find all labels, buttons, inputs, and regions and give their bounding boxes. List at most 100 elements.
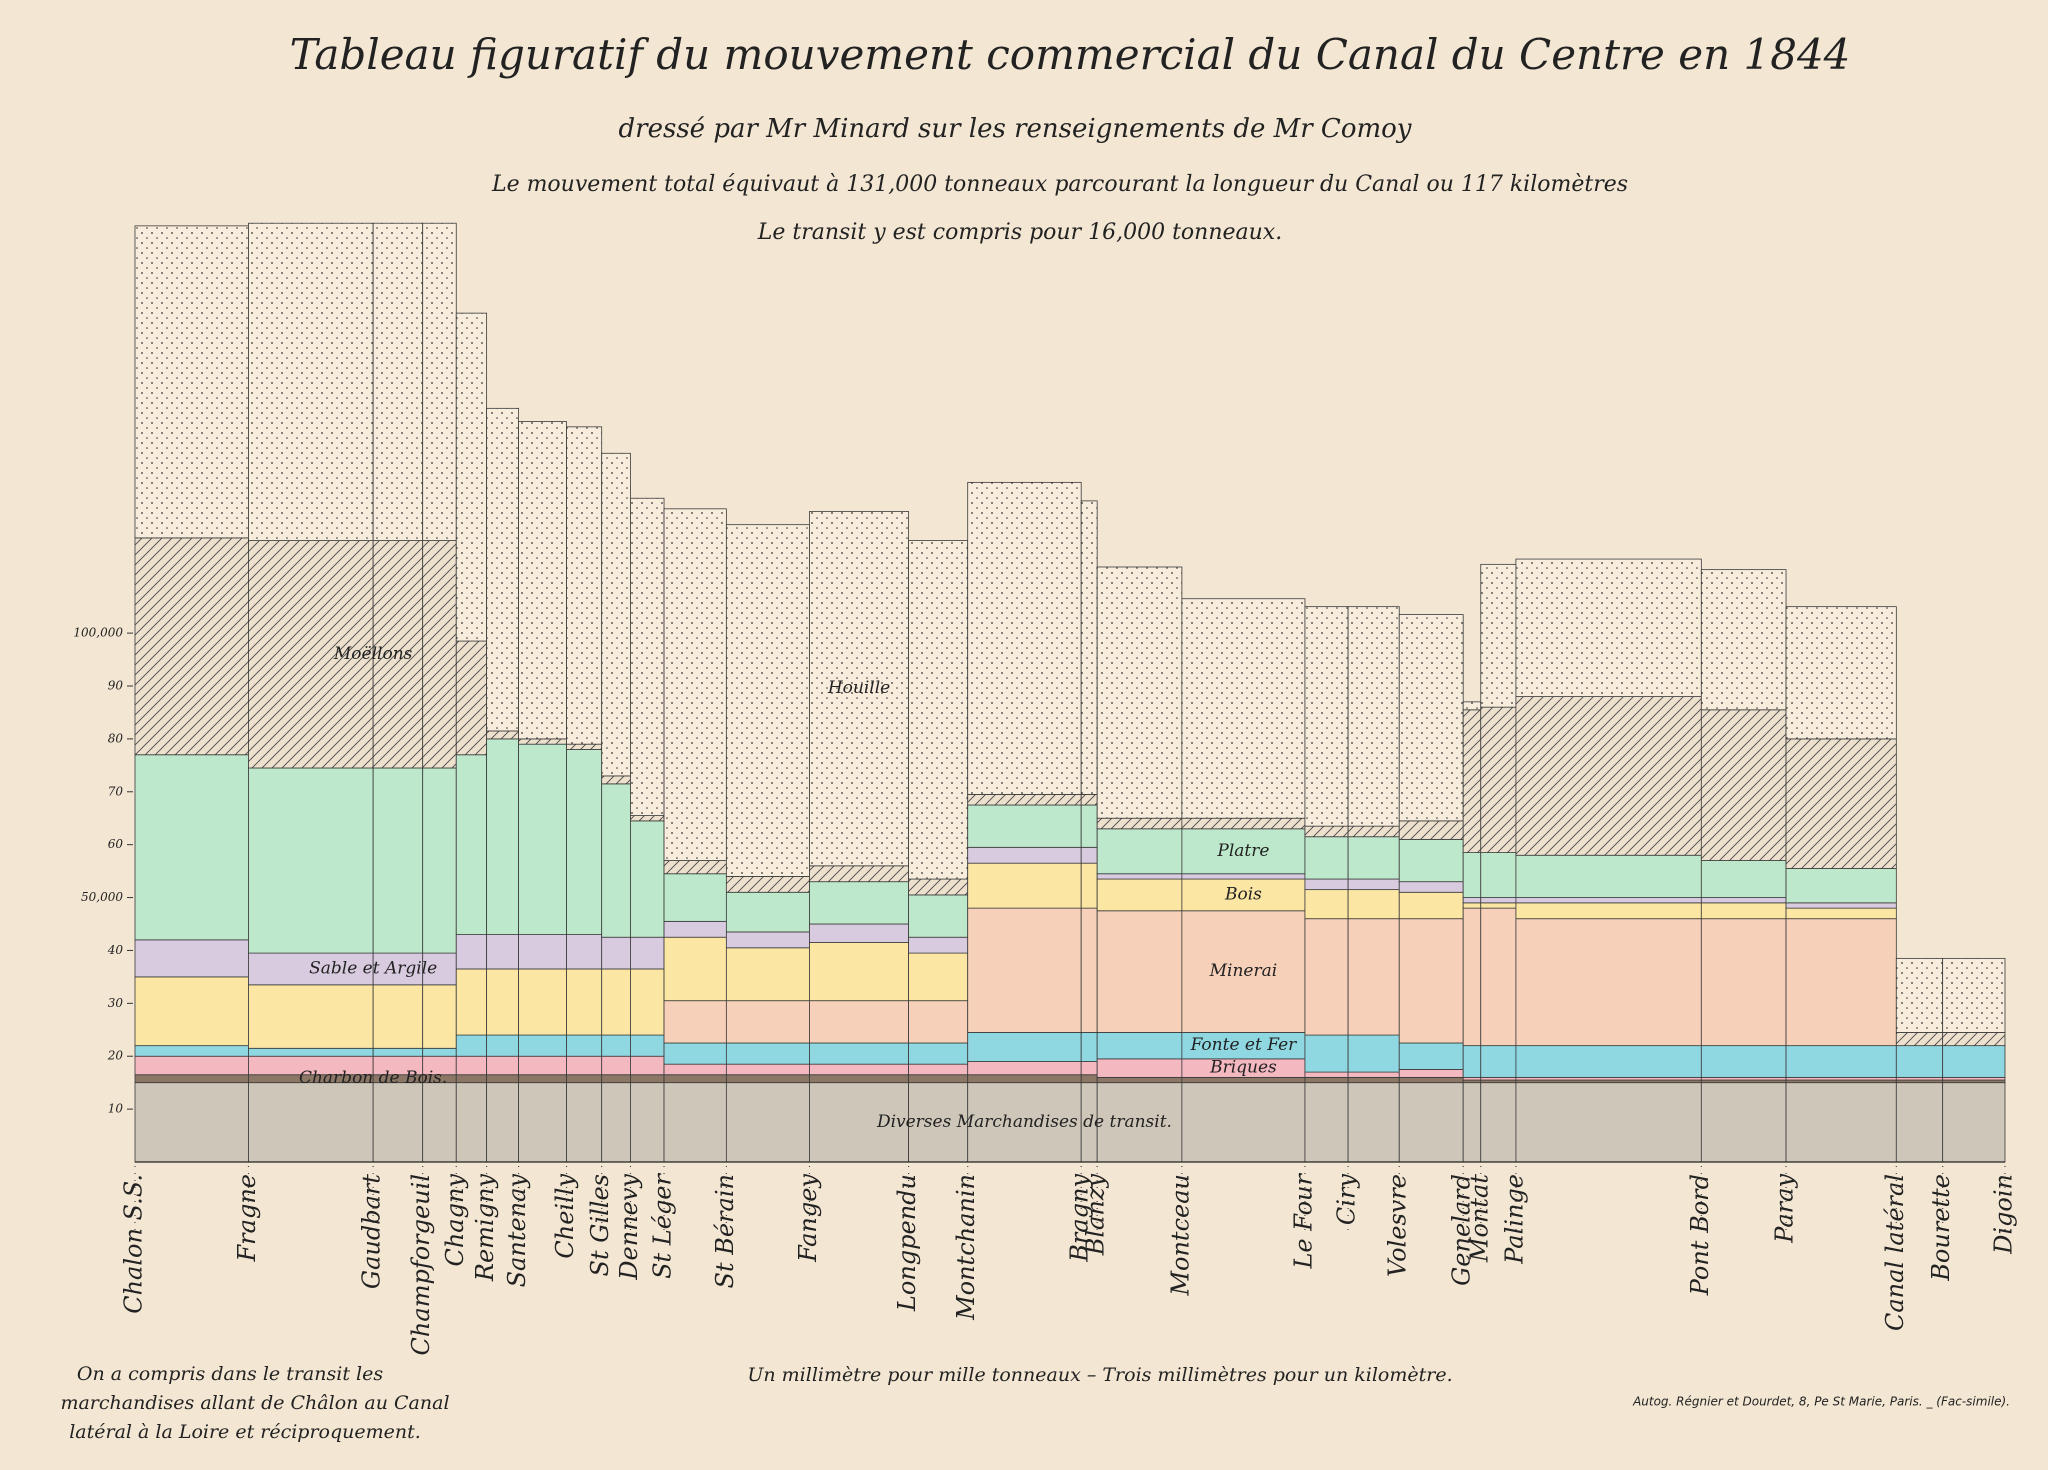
segment <box>1096 910 1183 1033</box>
segment <box>1895 1045 1944 1078</box>
segment <box>1462 852 1482 898</box>
segment <box>1398 838 1464 883</box>
segment <box>725 931 810 949</box>
segment <box>248 767 374 954</box>
segment <box>455 754 488 935</box>
segment <box>630 968 665 1036</box>
segment <box>1700 1082 1787 1163</box>
segment <box>1304 918 1349 1036</box>
segment <box>1181 1032 1306 1060</box>
series-label: Bois <box>1224 884 1262 904</box>
segment <box>566 749 603 935</box>
segment <box>1785 738 1897 869</box>
segment <box>372 1082 424 1163</box>
segment <box>1785 606 1897 740</box>
segment <box>422 984 457 1049</box>
segment <box>967 846 1082 864</box>
segment <box>1700 569 1787 711</box>
segment <box>601 1082 631 1163</box>
note: latéral à la Loire et réciproquement. <box>69 1421 421 1443</box>
segment <box>1398 918 1464 1044</box>
station-label: Blanzy <box>1082 1174 1110 1257</box>
series-label: Platre <box>1216 841 1269 861</box>
segment <box>1480 1082 1517 1163</box>
station-label: Chagny <box>441 1174 469 1267</box>
segment <box>663 1074 727 1084</box>
segment <box>908 894 969 938</box>
segment <box>566 743 603 750</box>
segment <box>725 1000 810 1044</box>
segment <box>566 968 603 1036</box>
segment <box>1304 878 1349 891</box>
segment <box>518 743 567 935</box>
segment <box>518 1055 567 1076</box>
station-label: Montchanin <box>952 1174 980 1321</box>
segment <box>725 524 810 877</box>
segment <box>1080 1061 1098 1076</box>
segment <box>1515 1045 1702 1078</box>
segment <box>566 1034 603 1057</box>
station-label: Digoin <box>1990 1174 2018 1255</box>
segment <box>1304 825 1349 838</box>
segment <box>1347 1034 1400 1073</box>
segment <box>1515 558 1702 697</box>
segment <box>1480 1045 1517 1078</box>
segment <box>566 1055 603 1076</box>
station-label: Chalon S.S. <box>120 1174 148 1314</box>
segment <box>1347 889 1400 920</box>
segment <box>518 1082 567 1163</box>
segment <box>518 968 567 1036</box>
segment <box>908 1063 969 1076</box>
segment <box>809 1000 909 1044</box>
segment <box>967 907 1082 1033</box>
segment <box>1700 860 1787 898</box>
segment <box>1304 1082 1349 1163</box>
segment <box>566 934 603 970</box>
series-label: Diverses Marchandises de transit. <box>876 1112 1172 1132</box>
annotation: Le mouvement total équivaut à 131,000 to… <box>491 172 1628 197</box>
segment <box>566 1082 603 1163</box>
station-label: Pont Bord <box>1686 1174 1714 1296</box>
segment <box>372 222 424 541</box>
segment <box>1304 1071 1349 1078</box>
segment <box>518 1034 567 1057</box>
segment <box>1515 897 1702 904</box>
segment <box>1398 614 1464 822</box>
segment <box>372 1047 424 1057</box>
segment <box>725 891 810 933</box>
segment <box>1080 804 1098 848</box>
segment <box>1181 873 1306 880</box>
segment <box>455 1082 488 1163</box>
segment <box>1096 878 1183 912</box>
segment <box>1700 902 1787 920</box>
segment <box>1942 1032 2006 1047</box>
segment <box>630 1082 665 1163</box>
segment <box>455 1055 488 1076</box>
segment <box>422 222 457 541</box>
station-label: Champforgeuil <box>407 1174 435 1355</box>
station-label: St Gilles <box>586 1174 614 1276</box>
segment <box>601 968 631 1036</box>
segment <box>967 1061 1082 1076</box>
segment <box>1181 910 1306 1033</box>
series-label: Briques <box>1209 1058 1277 1078</box>
segment <box>663 1082 727 1163</box>
segment <box>248 984 374 1049</box>
segment <box>601 783 631 938</box>
y-tick-label: 30 <box>108 996 124 1010</box>
y-tick-label: 50,000 <box>81 890 123 904</box>
station-label: Ciry <box>1333 1174 1361 1226</box>
segment <box>1462 897 1482 904</box>
segment <box>663 920 727 938</box>
segment <box>486 730 519 740</box>
segment <box>1700 897 1787 904</box>
segment <box>1398 820 1464 840</box>
segment <box>630 820 665 938</box>
station-label: Cheilly <box>551 1174 579 1259</box>
segment <box>566 426 603 745</box>
station-label: Dennevy <box>615 1174 643 1281</box>
segment <box>663 1042 727 1065</box>
segment <box>134 1082 249 1163</box>
segment <box>1347 606 1400 827</box>
segment <box>601 1055 631 1076</box>
